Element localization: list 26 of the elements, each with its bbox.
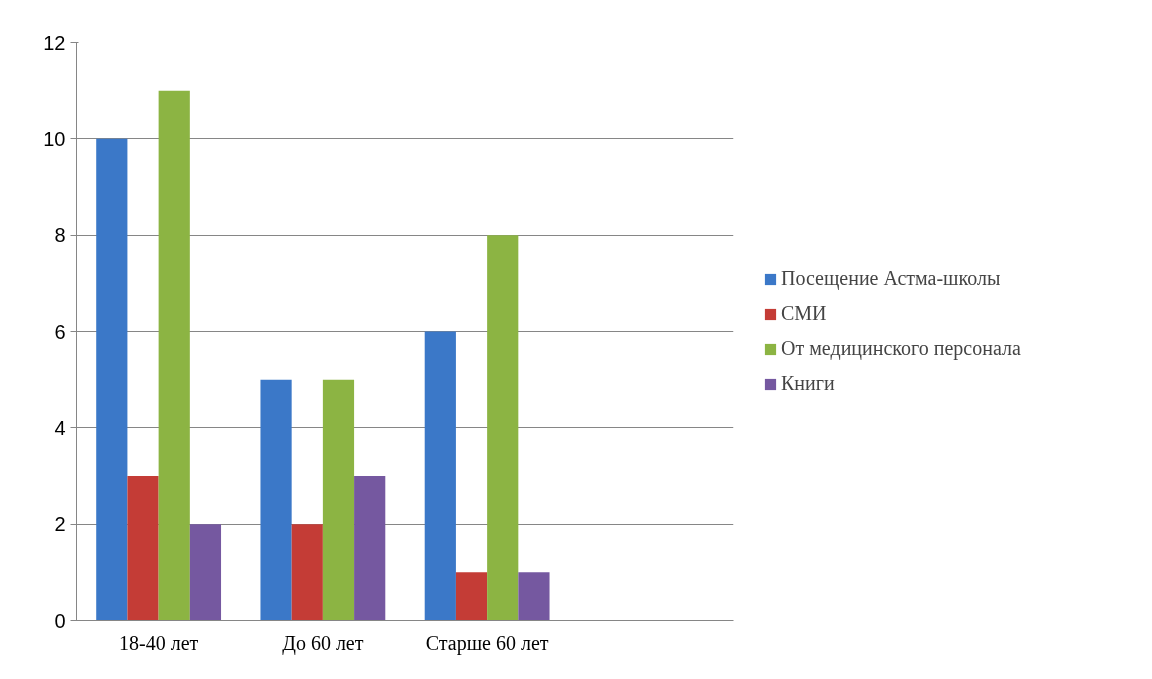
legend-label: СМИ: [781, 302, 827, 325]
x-tick-label: Старше 60 лет: [425, 631, 549, 655]
bar: [291, 524, 323, 621]
y-tick-label: 8: [54, 224, 66, 247]
legend-label: От медицинского персонала: [781, 337, 1021, 360]
bar: [518, 572, 550, 621]
bar: [158, 90, 190, 621]
bar: [354, 476, 386, 621]
bar: [322, 379, 355, 621]
bar: [260, 379, 292, 621]
y-tick-label: 6: [54, 320, 66, 343]
y-tick-label: 4: [54, 416, 66, 439]
y-tick-label: 2: [54, 513, 66, 536]
bar: [424, 331, 456, 621]
bar: [127, 476, 159, 621]
legend-label: Книги: [781, 372, 835, 395]
x-tick-label: 18-40 лет: [119, 631, 199, 654]
y-tick-label: 0: [54, 609, 66, 632]
bar: [96, 138, 128, 621]
bar: [455, 572, 488, 621]
x-tick-label: До 60 лет: [282, 631, 364, 655]
y-tick-label: 12: [43, 31, 66, 54]
y-tick-label: 10: [43, 127, 66, 150]
bar: [189, 524, 222, 621]
bar: [487, 235, 519, 621]
legend-label: Посещение Астма-школы: [781, 267, 1001, 290]
